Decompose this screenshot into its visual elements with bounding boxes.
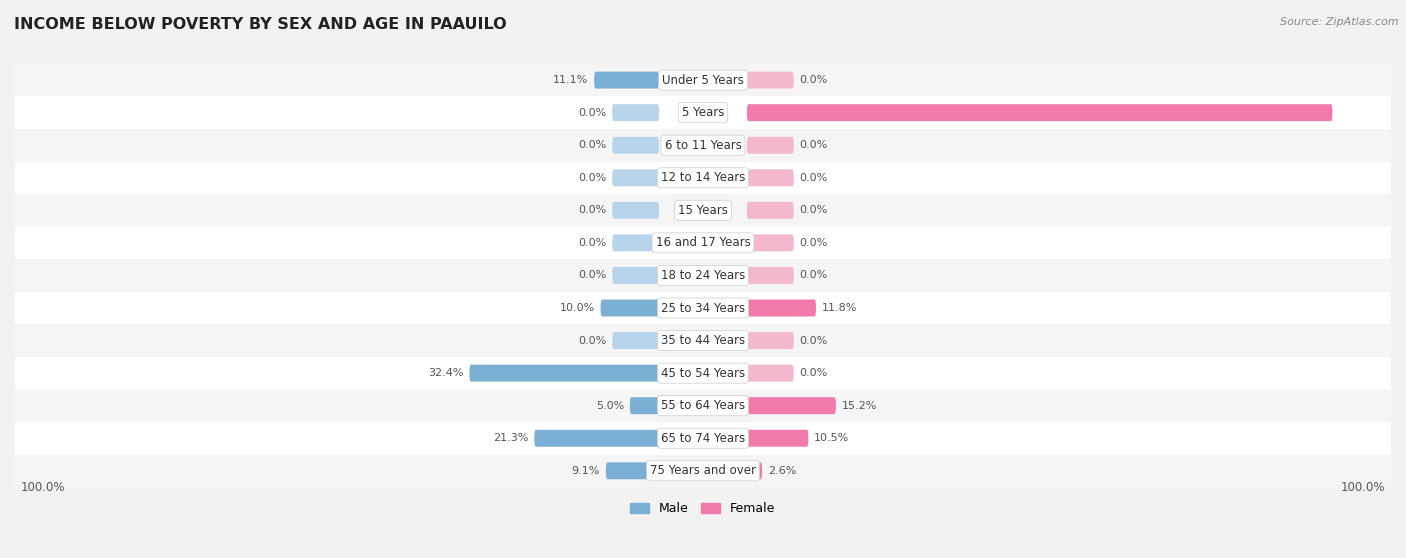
Text: 45 to 54 Years: 45 to 54 Years <box>661 367 745 379</box>
Legend: Male, Female: Male, Female <box>624 496 782 522</box>
Text: 0.0%: 0.0% <box>800 173 828 183</box>
FancyBboxPatch shape <box>534 430 659 447</box>
FancyBboxPatch shape <box>747 332 794 349</box>
FancyBboxPatch shape <box>15 357 1391 389</box>
FancyBboxPatch shape <box>15 455 1391 487</box>
Text: 0.0%: 0.0% <box>800 238 828 248</box>
Text: 75 Years and over: 75 Years and over <box>650 464 756 477</box>
Text: 9.1%: 9.1% <box>572 466 600 476</box>
Text: 12 to 14 Years: 12 to 14 Years <box>661 171 745 184</box>
Text: Under 5 Years: Under 5 Years <box>662 74 744 86</box>
FancyBboxPatch shape <box>612 234 659 251</box>
Text: 35 to 44 Years: 35 to 44 Years <box>661 334 745 347</box>
Text: 65 to 74 Years: 65 to 74 Years <box>661 432 745 445</box>
FancyBboxPatch shape <box>747 104 1333 121</box>
FancyBboxPatch shape <box>15 161 1391 194</box>
FancyBboxPatch shape <box>470 365 659 382</box>
Text: 100.0%: 100.0% <box>21 481 65 494</box>
Text: 100.0%: 100.0% <box>1341 481 1385 494</box>
Text: 0.0%: 0.0% <box>578 205 606 215</box>
FancyBboxPatch shape <box>747 430 808 447</box>
Text: 100.0%: 100.0% <box>1333 108 1379 118</box>
FancyBboxPatch shape <box>747 397 837 414</box>
Text: 0.0%: 0.0% <box>578 173 606 183</box>
FancyBboxPatch shape <box>15 389 1391 422</box>
FancyBboxPatch shape <box>15 422 1391 455</box>
FancyBboxPatch shape <box>747 137 794 153</box>
Text: 0.0%: 0.0% <box>800 335 828 345</box>
Text: INCOME BELOW POVERTY BY SEX AND AGE IN PAAUILO: INCOME BELOW POVERTY BY SEX AND AGE IN P… <box>14 17 506 32</box>
FancyBboxPatch shape <box>747 234 794 251</box>
FancyBboxPatch shape <box>747 463 762 479</box>
FancyBboxPatch shape <box>612 202 659 219</box>
Text: 0.0%: 0.0% <box>800 75 828 85</box>
Text: 0.0%: 0.0% <box>800 368 828 378</box>
FancyBboxPatch shape <box>612 267 659 284</box>
FancyBboxPatch shape <box>606 463 659 479</box>
FancyBboxPatch shape <box>595 71 659 89</box>
Text: 32.4%: 32.4% <box>427 368 464 378</box>
FancyBboxPatch shape <box>747 267 794 284</box>
FancyBboxPatch shape <box>15 292 1391 324</box>
FancyBboxPatch shape <box>747 365 794 382</box>
FancyBboxPatch shape <box>15 259 1391 292</box>
FancyBboxPatch shape <box>747 169 794 186</box>
Text: 0.0%: 0.0% <box>800 205 828 215</box>
FancyBboxPatch shape <box>630 397 659 414</box>
FancyBboxPatch shape <box>15 227 1391 259</box>
FancyBboxPatch shape <box>747 300 815 316</box>
FancyBboxPatch shape <box>15 194 1391 227</box>
Text: 55 to 64 Years: 55 to 64 Years <box>661 399 745 412</box>
Text: 0.0%: 0.0% <box>578 335 606 345</box>
Text: 21.3%: 21.3% <box>494 433 529 443</box>
Text: 0.0%: 0.0% <box>800 140 828 150</box>
Text: 5 Years: 5 Years <box>682 106 724 119</box>
Text: 15.2%: 15.2% <box>842 401 877 411</box>
FancyBboxPatch shape <box>612 332 659 349</box>
FancyBboxPatch shape <box>747 202 794 219</box>
Text: 11.8%: 11.8% <box>823 303 858 313</box>
Text: 0.0%: 0.0% <box>578 271 606 281</box>
FancyBboxPatch shape <box>15 97 1391 129</box>
FancyBboxPatch shape <box>15 324 1391 357</box>
FancyBboxPatch shape <box>600 300 659 316</box>
FancyBboxPatch shape <box>15 129 1391 161</box>
Text: 10.5%: 10.5% <box>814 433 849 443</box>
Text: 18 to 24 Years: 18 to 24 Years <box>661 269 745 282</box>
FancyBboxPatch shape <box>612 169 659 186</box>
Text: 6 to 11 Years: 6 to 11 Years <box>665 139 741 152</box>
Text: 5.0%: 5.0% <box>596 401 624 411</box>
Text: 2.6%: 2.6% <box>768 466 796 476</box>
Text: 11.1%: 11.1% <box>553 75 588 85</box>
FancyBboxPatch shape <box>612 137 659 153</box>
FancyBboxPatch shape <box>15 64 1391 97</box>
Text: 0.0%: 0.0% <box>578 140 606 150</box>
FancyBboxPatch shape <box>747 71 794 89</box>
FancyBboxPatch shape <box>612 104 659 121</box>
Text: Source: ZipAtlas.com: Source: ZipAtlas.com <box>1281 17 1399 27</box>
Text: 16 and 17 Years: 16 and 17 Years <box>655 237 751 249</box>
Text: 25 to 34 Years: 25 to 34 Years <box>661 301 745 315</box>
Text: 10.0%: 10.0% <box>560 303 595 313</box>
Text: 0.0%: 0.0% <box>578 108 606 118</box>
Text: 15 Years: 15 Years <box>678 204 728 217</box>
Text: 0.0%: 0.0% <box>800 271 828 281</box>
Text: 0.0%: 0.0% <box>578 238 606 248</box>
